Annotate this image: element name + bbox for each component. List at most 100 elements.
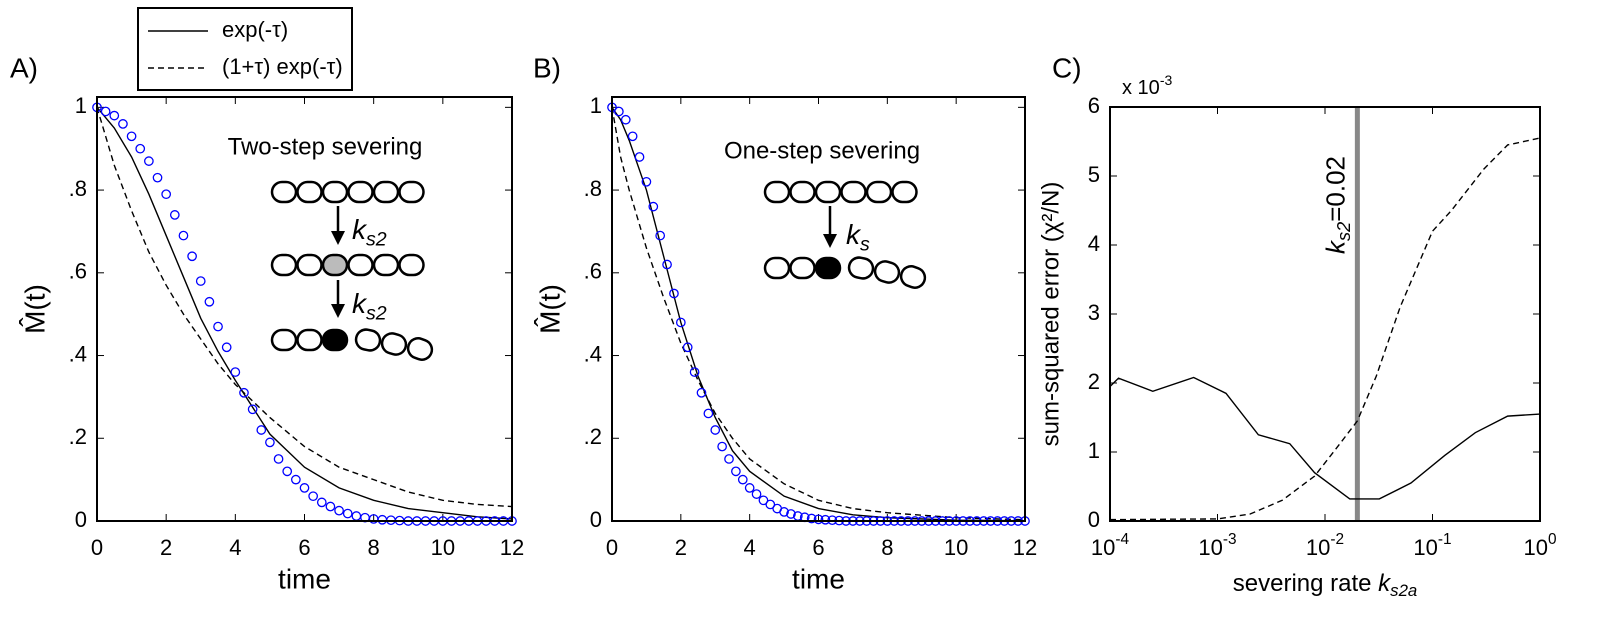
filament-subunit [270,180,298,204]
data-point [744,483,755,493]
series-line [96,106,513,520]
reference-label: ks2=0.02 [1320,156,1354,254]
rate-label-part: s2 [366,303,387,325]
filament-subunit [321,253,349,277]
data-point [614,106,624,117]
y-tick-label: .8 [69,176,87,201]
data-point [187,251,197,262]
data-point [820,514,831,525]
inset-title: Two-step severing [228,133,423,160]
data-point [620,114,631,125]
data-point [675,317,686,328]
data-point [724,454,734,464]
reference-label-part: =0.02 [1320,156,1350,222]
filament-subunit [847,256,875,280]
series-line [611,106,1026,522]
x-tick-label: 6 [812,535,824,560]
series-line [96,107,513,508]
x-tick-label-part: 10 [1523,535,1547,560]
data-point [178,230,189,241]
y-multiplier: x 10-3 [1122,72,1172,100]
data-point [669,288,679,299]
inset-title: One-step severing [724,137,920,164]
y-tick-label: 0 [75,507,87,532]
y-tick-label: 2 [1088,369,1100,394]
filament-subunit [354,328,382,352]
rate-label-part: k [352,214,368,245]
filament-subunit [763,256,791,280]
x-axis-label: time [792,563,845,594]
x-tick-label-part: 10 [1306,535,1330,560]
x-tick-label: 10 [431,535,455,560]
y-tick-label: .8 [584,176,602,201]
data-point [230,367,241,377]
data-point [377,514,388,525]
data-point [648,201,659,212]
y-tick-label: .4 [584,341,602,366]
plot-frame [1109,106,1541,522]
y-tick-label: 0 [1088,507,1100,532]
data-point [634,152,645,162]
filament-subunit [865,180,893,204]
data-point [273,454,284,464]
data-point [126,131,137,142]
data-point [779,507,789,517]
filament-subunit [321,328,349,352]
data-point [342,508,353,519]
legend-label: (1+τ) exp(-τ) [222,54,343,79]
data-point [662,259,672,270]
x-tick-label: 0 [606,535,618,560]
y-tick-label: 1 [75,93,87,118]
data-point [195,276,206,286]
data-point [334,505,344,516]
data-point [703,408,714,419]
x-tick-label: 10-2 [1306,531,1344,560]
y-tick-label: .2 [584,424,602,449]
data-point [765,499,776,510]
x-tick-label-part: 10 [1091,535,1115,560]
data-point [641,176,652,187]
y-tick-label: 1 [590,93,602,118]
filament-subunit [296,328,323,352]
data-point [308,491,318,502]
data-point [118,119,128,129]
data-point [152,172,163,183]
x-tick-label: 0 [91,535,103,560]
data-point [325,501,336,512]
filament-subunit [321,180,349,204]
data-point [682,342,693,353]
data-point [351,511,362,521]
data-point [256,425,267,435]
legend-box [137,7,353,91]
rate-label-part: k [846,219,862,250]
filament-subunit [873,260,901,284]
data-point [689,367,700,377]
x-tick-label-part: -2 [1330,531,1344,548]
x-tick-label-part: 10 [1198,535,1222,560]
data-point [247,404,258,415]
x-tick-label: 4 [744,535,756,560]
x-axis-label-part: severing rate [1233,570,1378,597]
panel-label: A) [10,52,38,83]
filament-subunit [296,180,323,204]
filament-subunit [398,253,425,277]
legend-label: exp(-τ) [222,17,288,42]
rate-label: ks2 [352,214,387,250]
rate-label: ks [846,219,870,255]
series-line [1109,376,1541,500]
series-line [1109,137,1541,521]
filament-subunit [789,180,816,204]
filament-subunit [372,180,400,204]
x-tick-label: 10 [944,535,968,560]
x-axis-label-part: s2a [1390,582,1417,601]
rate-label-part: s [860,234,870,256]
x-tick-label: 10-1 [1413,531,1451,560]
data-point [813,514,824,525]
reference-label-part: s2 [1334,222,1354,241]
y-tick-label: 5 [1088,162,1100,187]
data-point [751,489,762,499]
filament-subunit [814,256,842,280]
x-tick-label: 10-3 [1198,531,1236,560]
y-tick-label: .2 [69,424,87,449]
